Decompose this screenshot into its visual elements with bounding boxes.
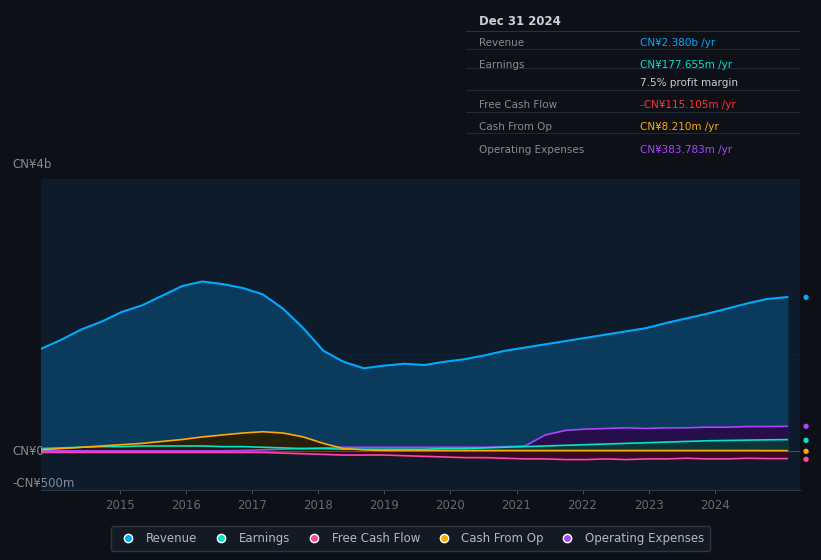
Text: CN¥383.783m /yr: CN¥383.783m /yr: [640, 144, 732, 155]
Text: ●: ●: [803, 447, 809, 454]
Text: Revenue: Revenue: [479, 38, 524, 48]
Text: Operating Expenses: Operating Expenses: [479, 144, 585, 155]
Legend: Revenue, Earnings, Free Cash Flow, Cash From Op, Operating Expenses: Revenue, Earnings, Free Cash Flow, Cash …: [111, 526, 710, 551]
Text: 7.5% profit margin: 7.5% profit margin: [640, 78, 738, 88]
Text: ●: ●: [803, 437, 809, 442]
Text: CN¥8.210m /yr: CN¥8.210m /yr: [640, 123, 718, 132]
Text: Earnings: Earnings: [479, 60, 525, 70]
Text: Free Cash Flow: Free Cash Flow: [479, 100, 557, 110]
Text: Dec 31 2024: Dec 31 2024: [479, 15, 561, 28]
Text: ●: ●: [803, 294, 809, 300]
Text: ●: ●: [803, 423, 809, 430]
Text: -CN¥115.105m /yr: -CN¥115.105m /yr: [640, 100, 736, 110]
Text: CN¥0: CN¥0: [12, 445, 44, 458]
Text: Cash From Op: Cash From Op: [479, 123, 552, 132]
Text: -CN¥500m: -CN¥500m: [12, 477, 75, 490]
Text: CN¥2.380b /yr: CN¥2.380b /yr: [640, 38, 715, 48]
Text: ●: ●: [803, 456, 809, 461]
Text: CN¥177.655m /yr: CN¥177.655m /yr: [640, 60, 732, 70]
Text: CN¥4b: CN¥4b: [12, 158, 52, 171]
